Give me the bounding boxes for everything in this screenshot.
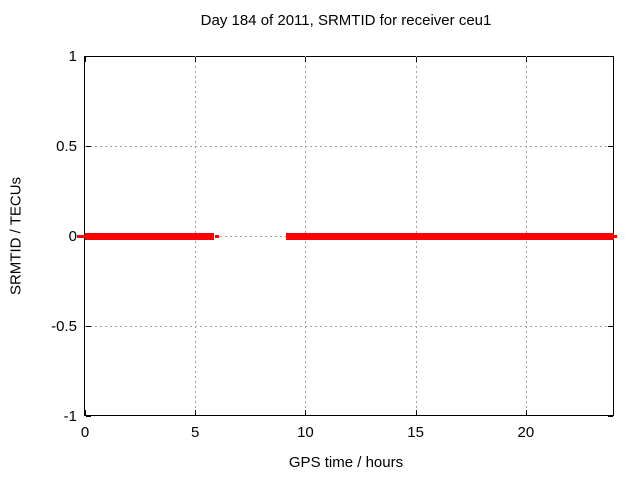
y-tick-left-icon [86,326,91,327]
x-tick-bottom-icon [415,410,417,415]
x-tick-label: 15 [407,424,424,441]
y-tick-right-icon [608,326,613,327]
y-tick-right-icon [608,146,613,147]
x-tick-top-icon [525,57,527,62]
x-tick-bottom-icon [195,410,197,415]
x-tick-label: 0 [80,424,90,441]
x-tick-bottom-icon [525,410,527,415]
x-tick-label: 20 [517,424,535,441]
x-tick-label: 5 [191,424,200,441]
y-tick-label: 1 [68,47,77,65]
x-tick-label: 10 [297,424,314,441]
y-gridline [85,146,614,147]
x-tick-top-icon [305,57,307,62]
chart-title: Day 184 of 2011, SRMTID for receiver ceu… [200,12,492,29]
y-tick-right-icon [608,56,613,57]
y-tick-left-icon [86,56,91,57]
x-tick-bottom-icon [85,410,86,415]
x-tick-top-icon [85,57,86,62]
x-tick-top-icon [415,57,417,62]
y-gridline [85,326,614,327]
y-tick-left-icon [86,416,91,417]
data-line-segment [85,232,215,240]
x-tick-bottom-icon [305,410,307,415]
y-tick-right-icon [608,416,613,417]
data-line-segment [286,232,614,240]
y-tick-label: 0 [68,227,77,245]
y-tick-left-icon [86,146,91,147]
x-axis-title: GPS time / hours [288,454,404,471]
line-overlap-right-tick [613,234,617,238]
x-tick-top-icon [195,57,197,62]
data-line-dash [214,234,220,238]
y-tick-label: 0.5 [56,137,77,155]
line-overlap-left-tick [77,234,85,238]
y-tick-label: -0.5 [51,317,77,335]
y-tick-label: -1 [63,407,77,425]
